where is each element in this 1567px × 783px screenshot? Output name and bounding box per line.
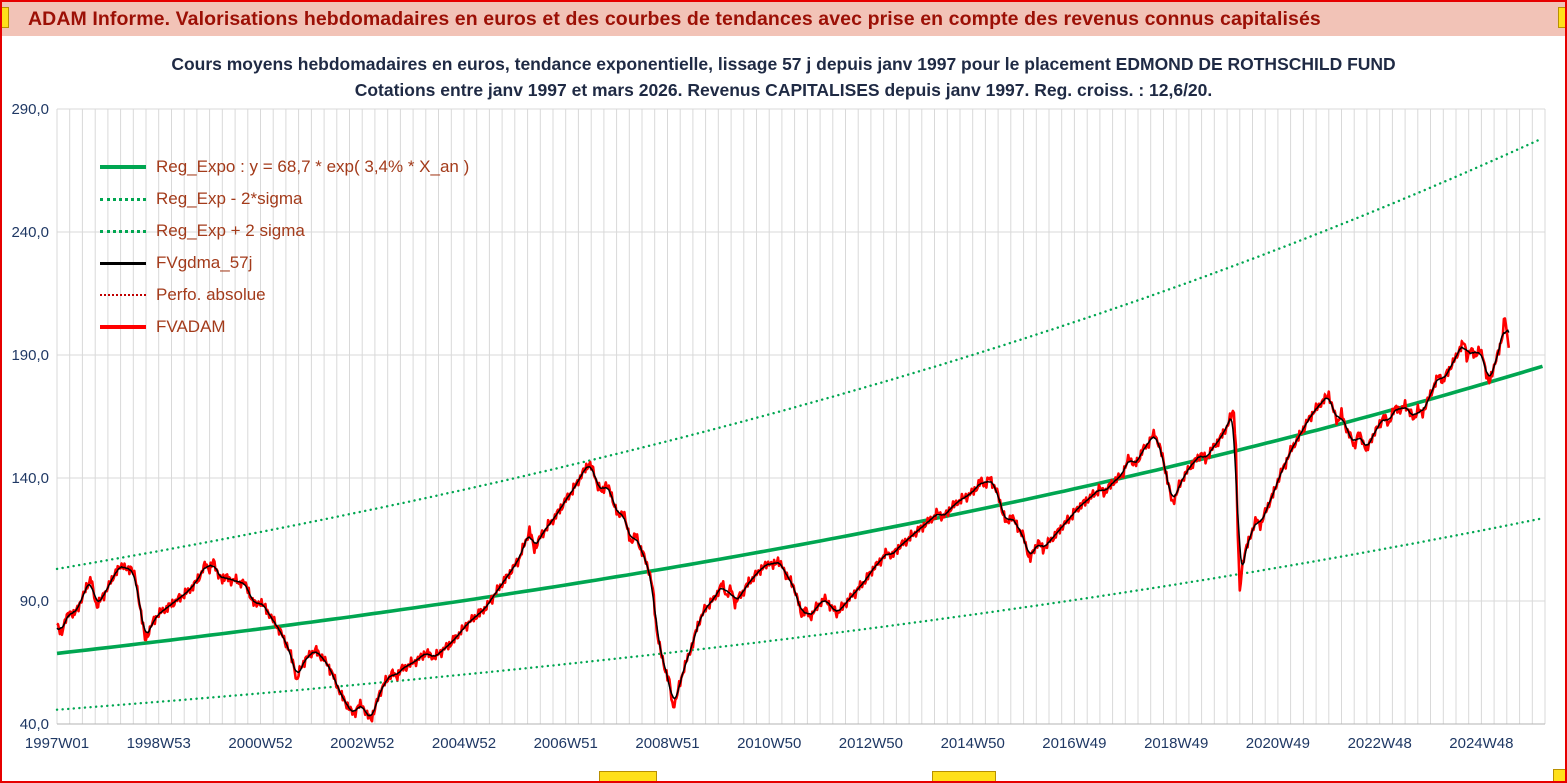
app-header-title: ADAM Informe. Valorisations hebdomadaire…: [28, 7, 1321, 30]
x-tick-label: 2010W50: [737, 735, 801, 752]
chart-title-line2: Cotations entre janv 1997 et mars 2026. …: [354, 80, 1213, 100]
legend-line-sample: [100, 229, 146, 233]
x-tick-label: 2022W48: [1348, 735, 1412, 752]
x-tick-label: 2002W52: [330, 735, 394, 752]
y-tick-label: 90,0: [20, 593, 49, 610]
y-tick-label: 240,0: [11, 224, 49, 241]
legend-label: Reg_Exp + 2 sigma: [156, 221, 305, 240]
decoration-top-right: [1558, 7, 1565, 28]
legend-label: Perfo. absolue: [156, 285, 266, 304]
chart-title-line1: Cours moyens hebdomadaires en euros, ten…: [171, 54, 1396, 74]
legend-label: Reg_Exp - 2*sigma: [156, 189, 303, 208]
x-tick-label: 2000W52: [228, 735, 292, 752]
y-tick-label: 40,0: [20, 716, 49, 733]
legend-line-sample: [100, 165, 146, 169]
x-tick-label: 2012W50: [839, 735, 903, 752]
legend-label: FVADAM: [156, 317, 226, 336]
decoration-bottom-2: [932, 771, 996, 781]
x-tick-label: 2006W51: [534, 735, 598, 752]
app-header: ADAM Informe. Valorisations hebdomadaire…: [2, 2, 1565, 36]
y-tick-label: 140,0: [11, 470, 49, 487]
x-tick-label: 1998W53: [127, 735, 191, 752]
decoration-bottom-1: [599, 771, 657, 781]
legend-item-2: Reg_Exp + 2 sigma: [100, 215, 469, 247]
legend-label: Reg_Expo : y = 68,7 * exp( 3,4% * X_an ): [156, 157, 470, 176]
chart-legend: Reg_Expo : y = 68,7 * exp( 3,4% * X_an )…: [100, 151, 469, 343]
x-tick-label: 2004W52: [432, 735, 496, 752]
y-tick-label: 290,0: [11, 101, 49, 118]
legend-line-sample: [100, 261, 146, 265]
legend-item-0: Reg_Expo : y = 68,7 * exp( 3,4% * X_an ): [100, 151, 469, 183]
legend-item-1: Reg_Exp - 2*sigma: [100, 183, 469, 215]
legend-line-sample: [100, 197, 146, 201]
series-fvgdma-57j: [56, 329, 1510, 717]
x-tick-label: 1997W01: [25, 735, 89, 752]
series-reg-exp-plus-2sigma: [55, 137, 1544, 571]
legend-item-4: Perfo. absolue: [100, 279, 469, 311]
x-tick-label: 2014W50: [941, 735, 1005, 752]
y-tick-label: 190,0: [11, 347, 49, 364]
legend-line-sample: [100, 325, 146, 329]
x-tick-label: 2024W48: [1449, 735, 1513, 752]
x-tick-label: 2020W49: [1246, 735, 1310, 752]
x-tick-label: 2016W49: [1042, 735, 1106, 752]
series-reg-expo-trend: [56, 364, 1544, 656]
legend-item-5: FVADAM: [100, 311, 469, 343]
decoration-top-left: [2, 7, 9, 28]
legend-label: FVgdma_57j: [156, 253, 253, 272]
legend-item-3: FVgdma_57j: [100, 247, 469, 279]
legend-line-sample: [100, 294, 146, 296]
x-tick-label: 2008W51: [635, 735, 699, 752]
x-tick-label: 2018W49: [1144, 735, 1208, 752]
decoration-bottom-right: [1553, 769, 1565, 781]
